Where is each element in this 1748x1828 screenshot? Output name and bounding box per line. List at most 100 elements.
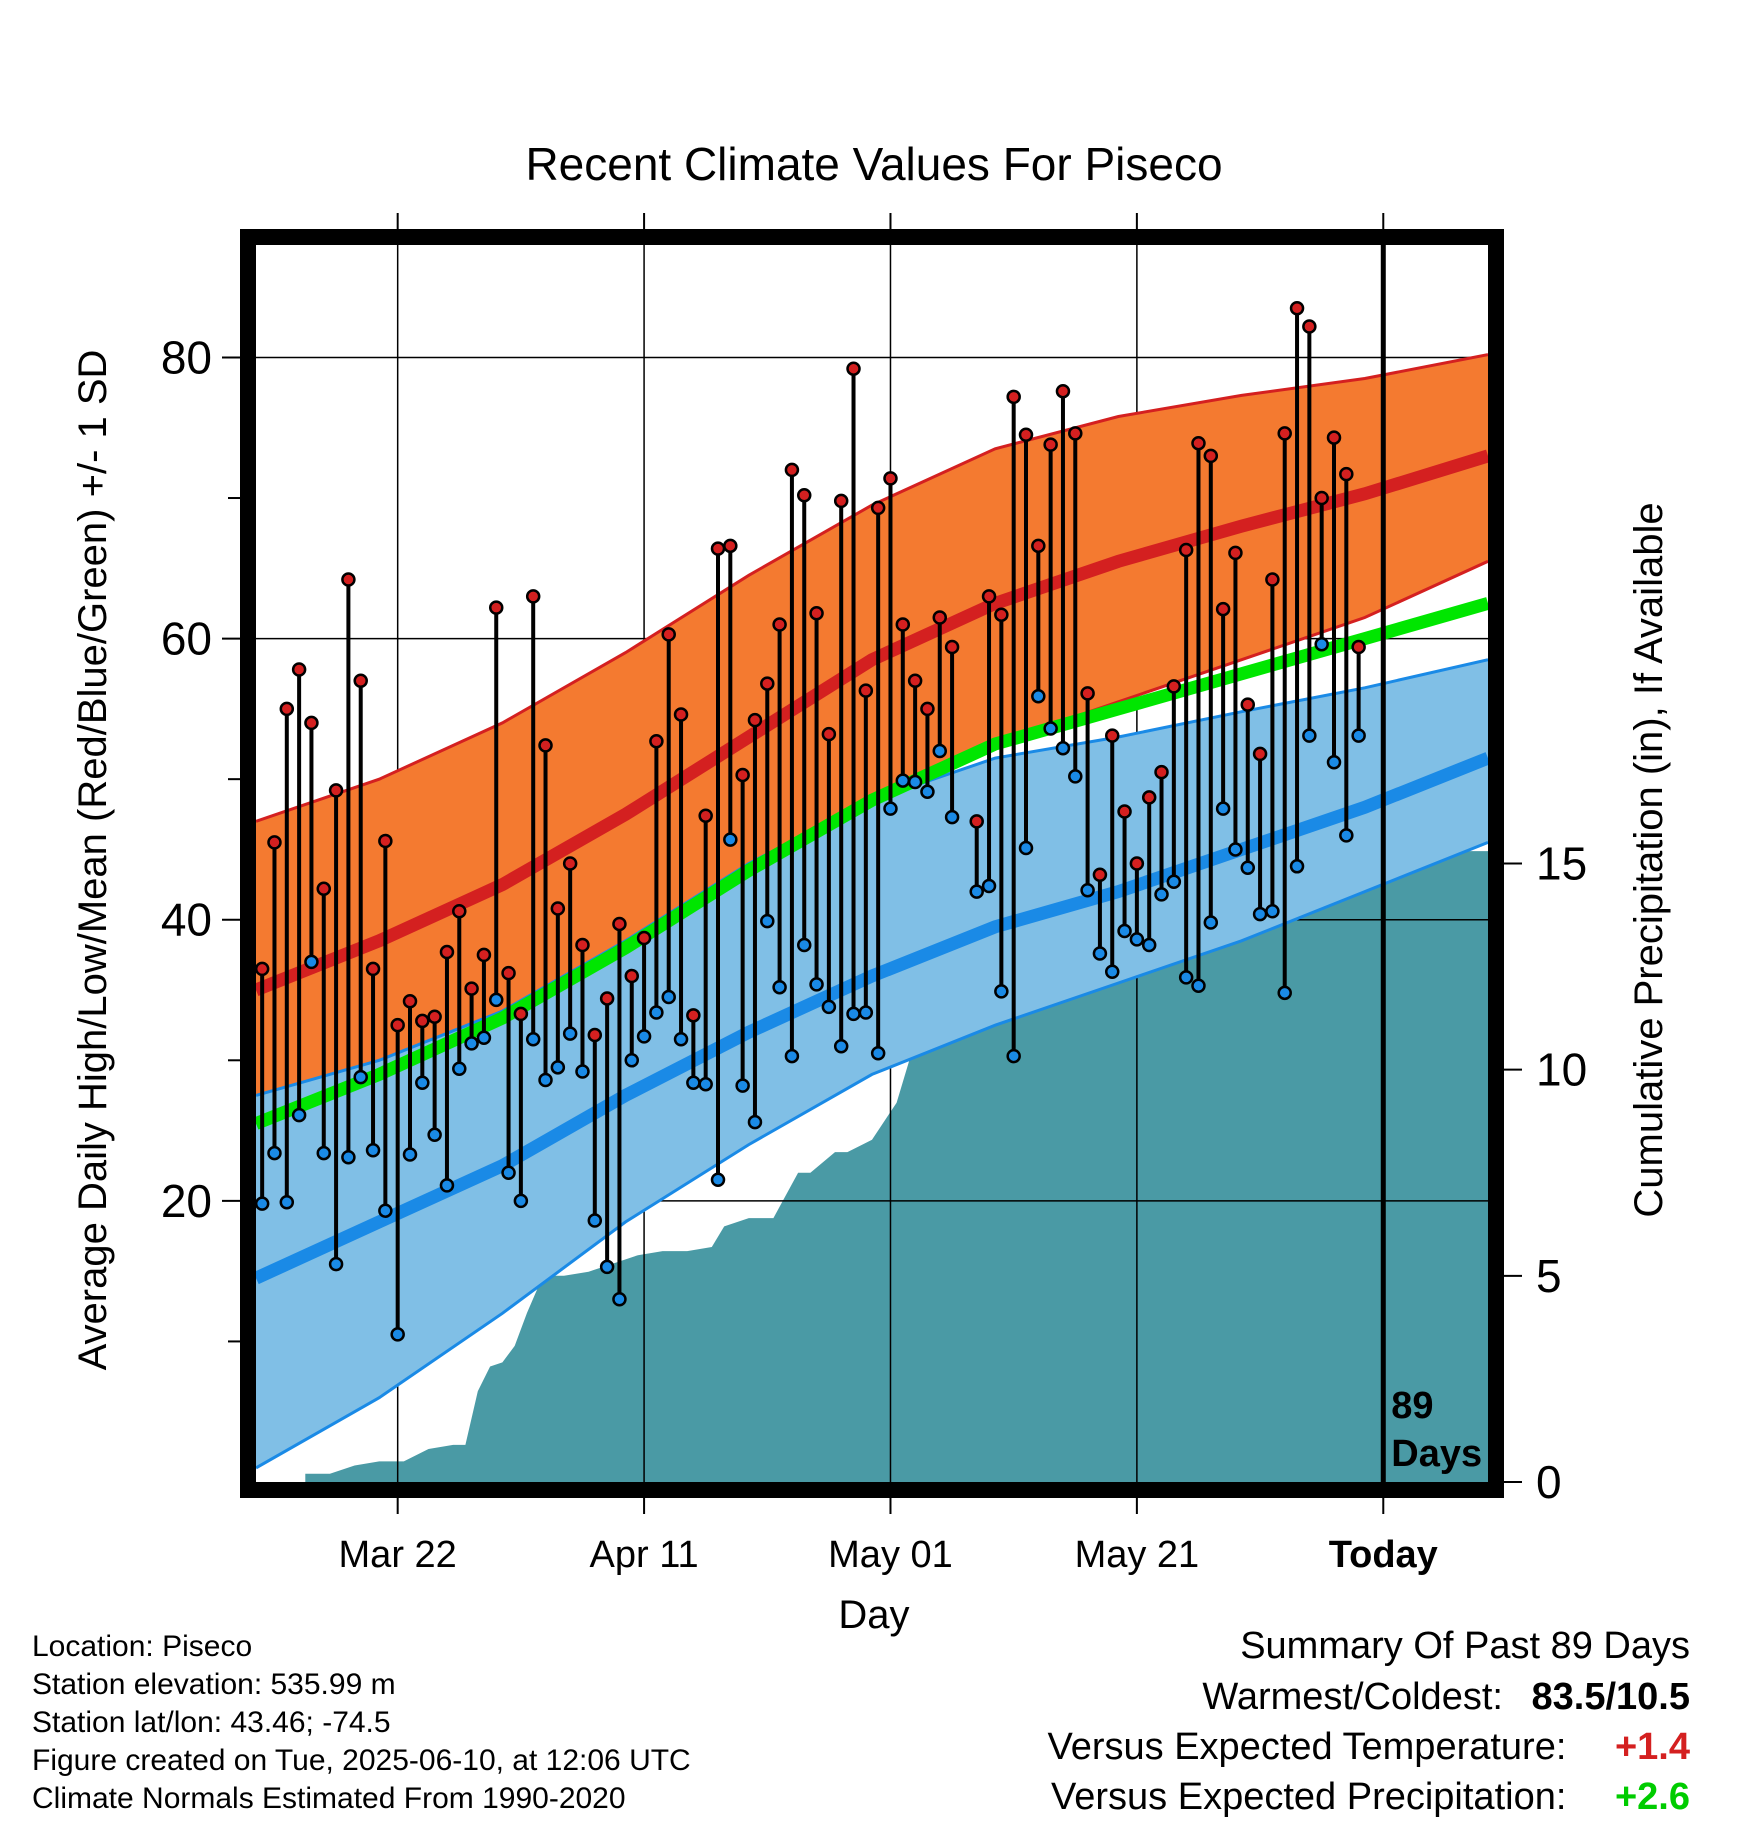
- daily-high-point: [1141, 790, 1157, 805]
- daily-high-point: [636, 930, 652, 946]
- daily-low-point: [1339, 828, 1354, 843]
- daily-low-point: [673, 1031, 689, 1047]
- daily-high-point: [365, 961, 381, 977]
- daily-low-point: [1166, 874, 1182, 890]
- elevation-line: Station elevation: 535.99 m: [32, 1668, 396, 1701]
- daily-low-point: [452, 1061, 467, 1076]
- x-tick-label: Today: [1329, 1534, 1438, 1576]
- daily-low-point: [686, 1075, 701, 1091]
- daily-high-point: [1265, 572, 1280, 587]
- daily-low-point: [415, 1075, 430, 1091]
- daily-high-point: [464, 981, 479, 996]
- daily-high-point: [562, 856, 578, 871]
- daily-low-point: [390, 1327, 405, 1342]
- daily-high-point: [439, 944, 455, 960]
- chart-title: Recent Climate Values For Piseco: [525, 138, 1222, 190]
- daily-low-point: [698, 1076, 713, 1092]
- temp-departure-row: Versus Expected Temperature: +1.4: [1047, 1724, 1690, 1770]
- daily-high-point: [944, 639, 960, 655]
- daily-high-point: [612, 916, 627, 932]
- today-marker-unit: Days: [1391, 1433, 1482, 1475]
- daily-high-point: [673, 707, 689, 722]
- daily-high-point: [1104, 728, 1120, 743]
- daily-low-point: [1215, 801, 1231, 816]
- daily-low-point: [870, 1046, 886, 1061]
- normal-mean-line: [256, 597, 1488, 1130]
- daily-low-point: [1326, 755, 1342, 770]
- daily-low-point: [821, 999, 837, 1015]
- daily-high-point: [1178, 542, 1194, 558]
- daily-low-point: [907, 774, 923, 790]
- daily-high-point: [907, 673, 923, 689]
- daily-low-point: [735, 1078, 750, 1093]
- daily-low-point: [661, 989, 676, 1005]
- daily-low-point: [994, 984, 1009, 999]
- daily-high-point: [784, 462, 800, 478]
- daily-low-point: [895, 773, 911, 788]
- daily-low-point: [476, 1030, 492, 1046]
- daily-high-point: [538, 738, 553, 753]
- daily-low-point: [612, 1292, 627, 1307]
- latlon-line: Station lat/lon: 43.46; -74.5: [32, 1706, 391, 1739]
- daily-high-point: [981, 589, 997, 604]
- daily-high-point: [821, 726, 837, 742]
- daily-low-point: [525, 1031, 541, 1047]
- plot-frame: [240, 229, 1504, 1498]
- daily-low-point: [969, 884, 984, 899]
- daily-low-point: [575, 1064, 590, 1079]
- daily-low-point: [723, 832, 738, 847]
- daily-low-point: [1068, 769, 1083, 784]
- daily-low-point: [784, 1048, 800, 1064]
- daily-low-point: [796, 937, 812, 953]
- y2-axis-label: Cumulative Precipitation (in), If Availa…: [1627, 502, 1671, 1217]
- daily-low-point: [944, 809, 960, 825]
- precip-departure-label: Versus Expected Precipitation:: [1051, 1776, 1567, 1818]
- temp-departure-value: +1.4: [1614, 1726, 1690, 1768]
- daily-high-point: [760, 676, 775, 691]
- daily-high-point: [550, 901, 566, 916]
- daily-low-point: [291, 1107, 307, 1123]
- daily-low-point: [538, 1072, 553, 1088]
- daily-high-point: [883, 471, 898, 486]
- daily-high-point: [525, 589, 541, 604]
- daily-high-point: [698, 808, 713, 823]
- daily-high-point: [649, 733, 664, 749]
- daily-low-point: [304, 954, 319, 970]
- daily-low-point: [279, 1195, 295, 1210]
- y2-tick-label: 5: [1536, 1250, 1562, 1302]
- y-tick-label: 20: [161, 1175, 212, 1227]
- daily-high-point: [1129, 856, 1145, 871]
- daily-high-point: [870, 500, 886, 516]
- daily-low-point: [1006, 1048, 1021, 1064]
- today-marker-number: 89: [1391, 1385, 1433, 1427]
- daily-high-point: [1043, 437, 1058, 452]
- daily-low-point: [1302, 728, 1317, 743]
- daily-high-point: [587, 1027, 603, 1043]
- daily-high-point: [452, 904, 467, 919]
- daily-low-point: [341, 1150, 356, 1165]
- daily-high-point: [378, 833, 393, 849]
- daily-high-point: [1314, 490, 1329, 506]
- daily-low-point: [1203, 915, 1219, 930]
- daily-low-point: [1141, 937, 1157, 953]
- daily-high-point: [895, 617, 911, 632]
- daily-high-point: [402, 994, 418, 1009]
- daily-high-point: [747, 712, 763, 728]
- daily-high-point: [316, 881, 332, 897]
- daily-low-point: [1314, 636, 1329, 652]
- y2-tick-label: 0: [1536, 1456, 1562, 1508]
- daily-low-point: [1104, 964, 1120, 979]
- daily-high-point: [1203, 448, 1219, 464]
- daily-low-point: [1092, 946, 1108, 961]
- y2-tick-label: 15: [1536, 838, 1587, 890]
- daily-high-point: [1339, 466, 1354, 482]
- low-band-lower-edge: [256, 841, 1488, 1470]
- daily-low-point: [636, 1029, 652, 1044]
- daily-low-point: [1240, 860, 1256, 875]
- daily-high-point: [686, 1008, 701, 1023]
- daily-high-point: [1302, 319, 1317, 334]
- daily-high-point: [1215, 601, 1231, 617]
- daily-high-point: [1252, 746, 1268, 762]
- daily-low-point: [710, 1172, 726, 1188]
- daily-high-point: [920, 701, 935, 717]
